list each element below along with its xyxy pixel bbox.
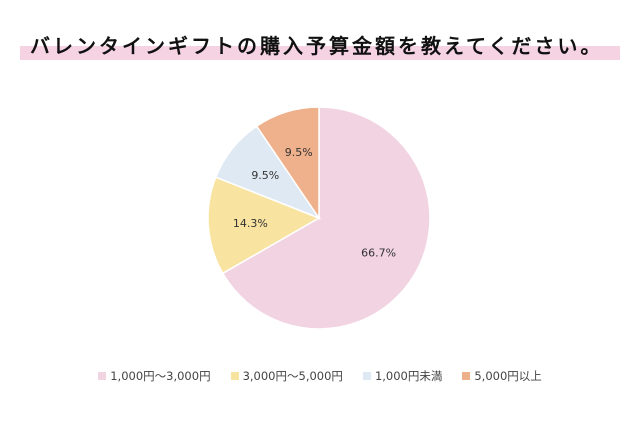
pie-data-label-3: 9.5% (251, 169, 279, 182)
legend-label: 5,000円以上 (474, 369, 542, 383)
legend-item-3: 1,000円未満 (362, 368, 443, 384)
legend-item-4: 5,000円以上 (462, 368, 542, 384)
legend-label: 1,000円未満 (374, 369, 443, 383)
legend-swatch (362, 372, 371, 380)
chart-title-area: バレンタインギフトの購入予算金額を教えてください。 (20, 28, 620, 62)
legend-item-2: 3,000円〜5,000円 (230, 368, 343, 384)
pie-slice-1 (221, 106, 431, 330)
legend-item-1: 1,000円〜3,000円 (98, 368, 211, 384)
legend-swatch (98, 372, 107, 380)
pie-data-label-1: 66.7% (361, 246, 396, 259)
legend-label: 3,000円〜5,000円 (242, 369, 343, 383)
legend-swatch (462, 372, 471, 380)
pie-data-label-4: 9.5% (285, 146, 313, 159)
chart-legend: 1,000円〜3,000円 3,000円〜5,000円 1,000円未満 5,000円… (0, 368, 640, 384)
pie-slice-2 (207, 176, 321, 275)
title-highlight-band (20, 46, 620, 60)
legend-swatch (230, 372, 239, 380)
pie-data-label-2: 14.3% (233, 217, 268, 230)
legend-label: 1,000円〜3,000円 (110, 369, 211, 383)
chart-title: バレンタインギフトの購入予算金額を教えてください。 (30, 34, 604, 58)
pie-slice-4 (255, 106, 320, 221)
pie-chart: 66.7% 14.3% 9.5% 9.5% (207, 106, 431, 330)
